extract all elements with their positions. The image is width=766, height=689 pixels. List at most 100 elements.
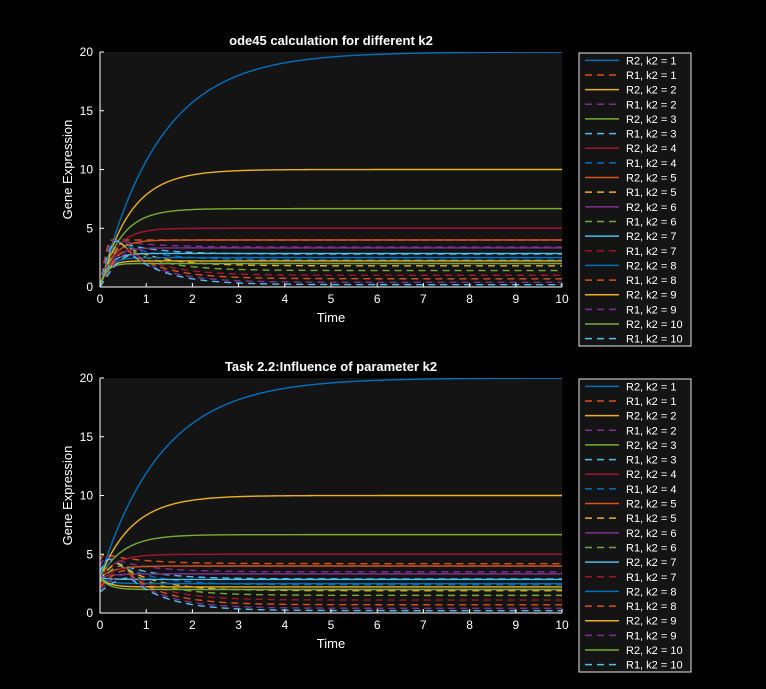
series-line-r2-14 (100, 577, 562, 585)
legend-label: R2, k2 = 9 (626, 290, 676, 302)
series-line-r2-4 (100, 207, 562, 287)
series-line-r1-15 (100, 569, 562, 606)
x-tick-label: 0 (97, 292, 104, 306)
legend-label: R2, k2 = 3 (626, 440, 676, 452)
series-line-r1-9 (100, 563, 562, 592)
series-line-r1-19 (100, 254, 562, 287)
x-tick-label: 3 (235, 618, 242, 632)
x-tick-label: 2 (189, 618, 196, 632)
series-line-r2-8 (100, 565, 562, 579)
series-lines (100, 52, 562, 287)
series-line-r2-4 (100, 533, 562, 579)
x-tick-label: 6 (374, 618, 381, 632)
x-tick-label: 4 (281, 618, 288, 632)
legend-entry: R2, k2 = 5 (585, 499, 676, 511)
legend-label: R2, k2 = 5 (626, 499, 676, 511)
legend-label: R2, k2 = 4 (626, 469, 676, 481)
legend-label: R2, k2 = 8 (626, 586, 676, 598)
legend-entry: R2, k2 = 4 (585, 143, 676, 155)
y-tick-label: 0 (86, 606, 93, 620)
x-tick-label: 10 (555, 618, 569, 632)
legend-label: R1, k2 = 6 (626, 216, 676, 228)
chart-title: ode45 calculation for different k2 (229, 33, 433, 48)
x-tick-label: 5 (328, 292, 335, 306)
legend-entry: R2, k2 = 4 (585, 469, 676, 481)
legend-label: R1, k2 = 9 (626, 304, 676, 316)
legend-label: R1, k2 = 5 (626, 513, 676, 525)
legend-label: R1, k2 = 2 (626, 99, 676, 111)
legend: R2, k2 = 1 R1, k2 = 1 R2, k2 = 2 R1, k2 = 2… (578, 378, 692, 673)
legend-label: R2, k2 = 2 (626, 411, 676, 423)
series-line-r1-17 (100, 252, 562, 287)
series-line-r1-11 (100, 245, 562, 287)
legend-entry: R1, k2 = 2 (585, 425, 676, 437)
legend-label: R2, k2 = 6 (626, 202, 676, 214)
legend-entry: R2, k2 = 1 (585, 381, 676, 393)
series-line-r1-7 (100, 241, 562, 287)
y-tick-label: 5 (86, 221, 93, 235)
series-line-r1-1 (100, 553, 562, 565)
legend-entry: R1, k2 = 6 (585, 542, 676, 554)
y-tick-label: 10 (80, 163, 94, 177)
x-tick-label: 5 (328, 618, 335, 632)
x-tick-label: 7 (420, 618, 427, 632)
legend-entry: R1, k2 = 7 (585, 246, 676, 258)
y-tick-label: 0 (86, 280, 93, 294)
legend-entry: R2, k2 = 10 (585, 645, 683, 657)
series-line-r1-15 (100, 249, 562, 287)
legend-label: R2, k2 = 7 (626, 557, 676, 569)
series-line-r2-14 (100, 256, 562, 287)
legend-label: R1, k2 = 10 (626, 660, 683, 672)
legend-entry: R2, k2 = 2 (585, 411, 676, 423)
chart-task-2-2: Task 2.2:Influence of parameter k2 0 1 2 3 4 5… (60, 359, 692, 673)
legend-label: R1, k2 = 1 (626, 70, 676, 82)
legend-label: R1, k2 = 10 (626, 334, 683, 346)
legend-label: R1, k2 = 8 (626, 601, 676, 613)
x-tick-label: 8 (466, 618, 473, 632)
legend-label: R1, k2 = 3 (626, 129, 676, 141)
legend-entry: R1, k2 = 10 (585, 660, 683, 672)
legend-label: R1, k2 = 5 (626, 187, 676, 199)
legend-label: R1, k2 = 2 (626, 425, 676, 437)
chart-title: Task 2.2:Influence of parameter k2 (225, 359, 437, 374)
x-axis-label: Time (317, 310, 345, 325)
x-tick-label: 9 (512, 292, 519, 306)
legend-entry: R2, k2 = 9 (585, 290, 676, 302)
legend-label: R2, k2 = 5 (626, 173, 676, 185)
y-tick-label: 20 (80, 45, 94, 59)
legend-entry: R2, k2 = 8 (585, 586, 676, 598)
legend-label: R1, k2 = 4 (626, 484, 676, 496)
legend-entry: R1, k2 = 6 (585, 216, 676, 228)
series-line-r2-2 (100, 494, 562, 579)
legend-entry: R2, k2 = 6 (585, 202, 676, 214)
y-tick-label: 10 (80, 489, 94, 503)
legend-label: R2, k2 = 6 (626, 528, 676, 540)
legend: R2, k2 = 1 R1, k2 = 1 R2, k2 = 2 R1, k2 = 2… (578, 52, 692, 347)
x-tick-label: 7 (420, 292, 427, 306)
legend-entry: R1, k2 = 5 (585, 187, 676, 199)
legend-label: R2, k2 = 10 (626, 319, 683, 331)
x-tick-label: 1 (143, 292, 150, 306)
x-tick-label: 8 (466, 292, 473, 306)
legend-entry: R1, k2 = 7 (585, 572, 676, 584)
legend-label: R1, k2 = 4 (626, 158, 676, 170)
series-line-r1-13 (100, 567, 562, 601)
series-line-r1-13 (100, 247, 562, 287)
x-tick-label: 4 (281, 292, 288, 306)
legend-label: R1, k2 = 7 (626, 246, 676, 258)
series-line-r2-10 (100, 573, 562, 579)
y-tick-label: 20 (80, 371, 94, 385)
legend-entry: R1, k2 = 8 (585, 601, 676, 613)
legend-box (578, 378, 692, 673)
y-axis-label: Gene Expression (60, 120, 75, 220)
legend-label: R1, k2 = 3 (626, 455, 676, 467)
y-tick-label: 15 (80, 104, 94, 118)
legend-label: R2, k2 = 7 (626, 231, 676, 243)
legend-label: R2, k2 = 10 (626, 645, 683, 657)
legend-label: R2, k2 = 8 (626, 260, 676, 272)
legend-label: R2, k2 = 1 (626, 55, 676, 67)
series-line-r2-6 (100, 227, 562, 287)
series-line-r2-16 (100, 260, 562, 287)
legend-label: R1, k2 = 6 (626, 542, 676, 554)
legend-entry: R1, k2 = 4 (585, 158, 676, 170)
